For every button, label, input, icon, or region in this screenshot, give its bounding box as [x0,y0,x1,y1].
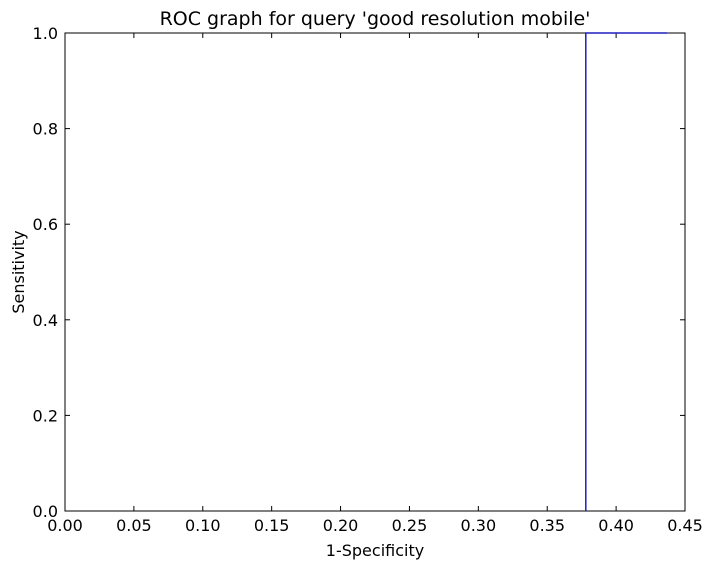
chart-title: ROC graph for query 'good resolution mob… [160,8,591,30]
x-tick-label: 0.05 [116,516,152,535]
series-layer [585,32,668,511]
x-tick-label: 0.15 [254,516,290,535]
plot-area [64,32,686,512]
x-tick-label: 0.40 [598,516,634,535]
x-tick-label: 0.25 [392,516,428,535]
x-tick-label: 0.10 [185,516,221,535]
x-tick-label: 0.35 [529,516,565,535]
y-tick-label: 0.6 [33,215,58,234]
x-tick-label: 0.45 [667,516,703,535]
y-tick-label: 1.0 [33,24,58,43]
x-tick-label: 0.30 [461,516,497,535]
y-axis-ticks: 0.0 0.2 0.4 0.6 0.8 1.0 [33,24,685,521]
roc-series-line [585,32,668,511]
plot-frame [64,32,686,512]
y-tick-label: 0.2 [33,406,58,425]
x-axis-label: 1-Specificity [326,541,424,560]
x-tick-label: 0.00 [47,516,83,535]
y-tick-label: 0.4 [33,311,58,330]
y-tick-label: 0.0 [33,502,58,521]
x-axis-ticks: 0.00 0.05 0.10 0.15 0.20 0.25 0.30 0.35 0.40 0.45 [47,33,703,535]
x-tick-label: 0.20 [323,516,359,535]
y-axis-label: Sensitivity [9,230,28,313]
y-tick-label: 0.8 [33,120,58,139]
